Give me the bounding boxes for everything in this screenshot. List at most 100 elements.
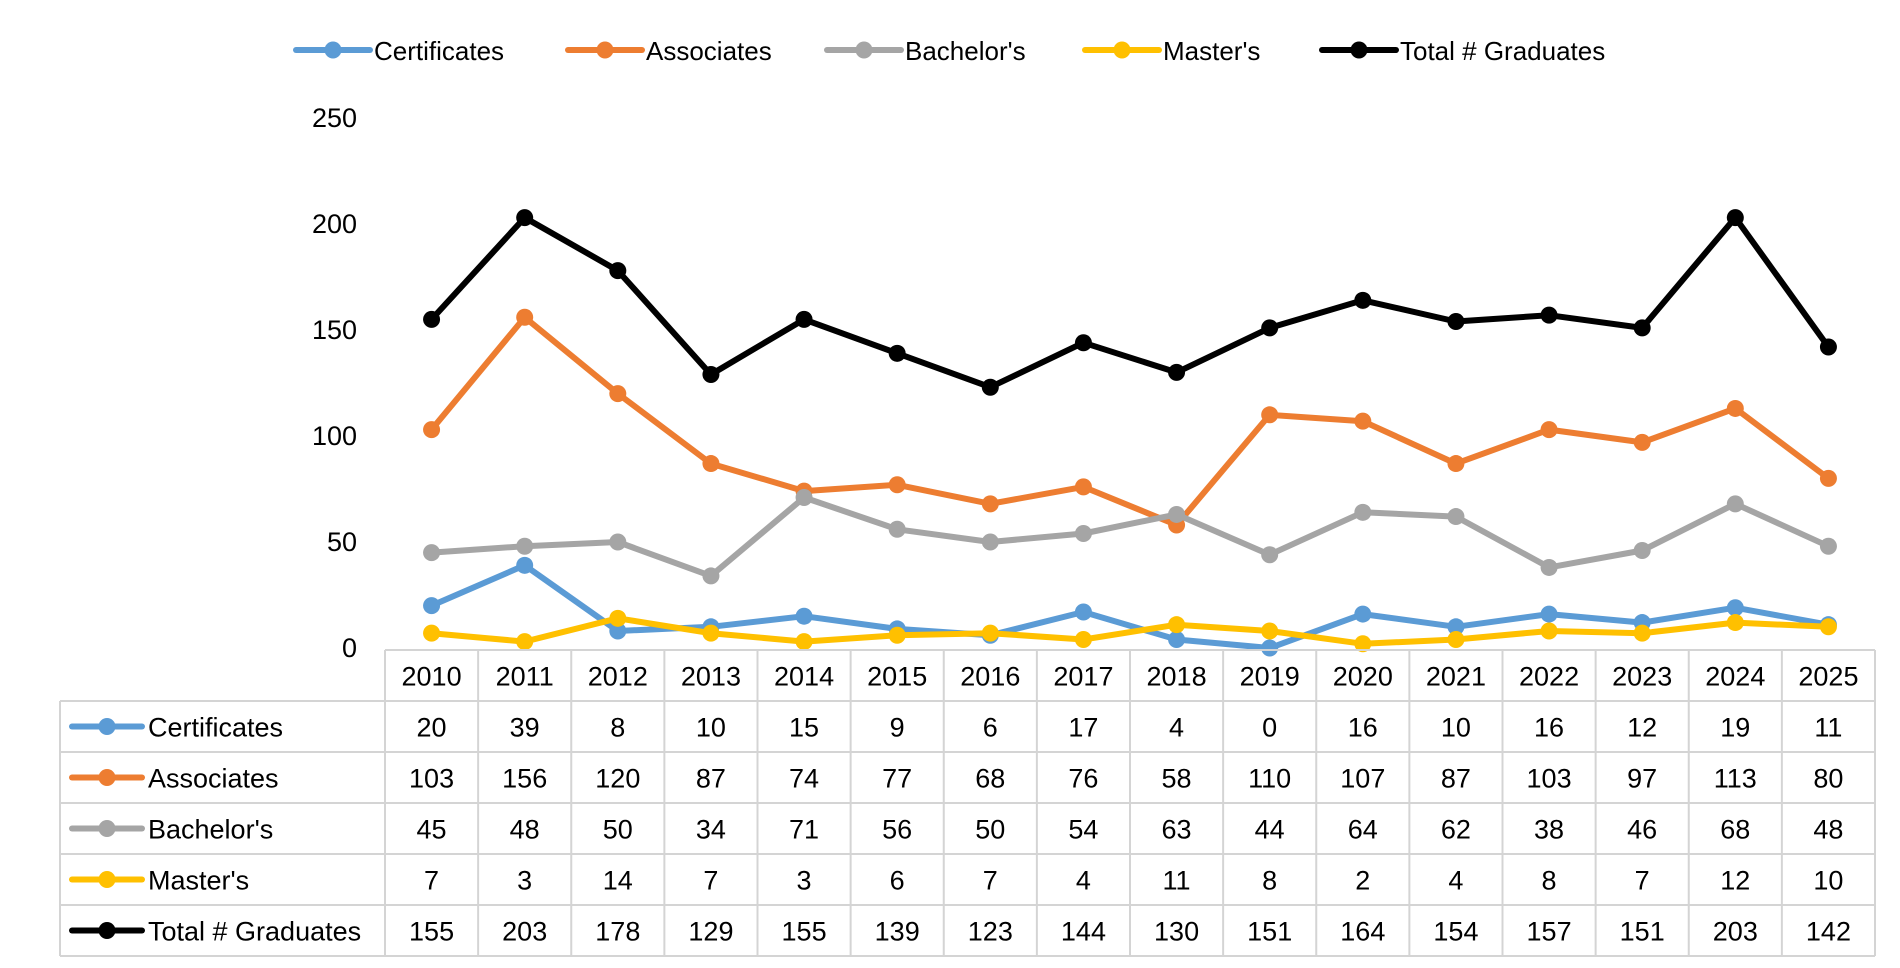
- y-tick-label: 50: [327, 527, 357, 557]
- table-cell: 76: [1068, 764, 1098, 794]
- legend-swatch-marker: [324, 41, 342, 59]
- table-row-bachelor-s: Bachelor's 45 48 50 34 71 56 50 54 63 44 64 62 38 46 68…: [69, 815, 1843, 845]
- series-line-master-s: [428, 615, 1832, 647]
- table-cell: 8: [1262, 866, 1277, 896]
- data-table: 2010 2011 2012 2013 2014 2015 2016 2017 2018 2019…: [59, 649, 1876, 957]
- y-tick-label: 100: [312, 421, 357, 451]
- data-point-total-graduates-2021: [1447, 313, 1465, 331]
- legend-label: Bachelor's: [905, 36, 1026, 66]
- table-cell: 48: [510, 815, 540, 845]
- x-category-label-2012: 2012: [588, 662, 648, 692]
- data-point-associates-2025: [1819, 469, 1837, 487]
- table-cell: 178: [595, 917, 640, 947]
- x-category-label-2019: 2019: [1240, 662, 1300, 692]
- data-point-bachelor-s-2023: [1633, 541, 1651, 559]
- data-point-master-s-2013: [702, 624, 720, 642]
- table-cell: 157: [1527, 917, 1572, 947]
- data-point-bachelor-s-2020: [1354, 503, 1372, 521]
- table-row-label: Master's: [148, 866, 249, 896]
- series-line-bachelor-s: [428, 494, 1832, 579]
- table-cell: 54: [1068, 815, 1098, 845]
- table-cell: 15: [789, 713, 819, 743]
- legend-item-bachelor-s: Bachelor's: [824, 36, 1026, 66]
- table-cell: 123: [968, 917, 1013, 947]
- data-point-bachelor-s-2017: [1074, 525, 1092, 543]
- table-cell: 38: [1534, 815, 1564, 845]
- table-cell: 2: [1355, 866, 1370, 896]
- data-point-total-graduates-2011: [516, 209, 534, 227]
- table-cell: 12: [1720, 866, 1750, 896]
- x-category-label-2017: 2017: [1053, 662, 1113, 692]
- data-point-total-graduates-2016: [981, 378, 999, 396]
- data-point-master-s-2023: [1633, 624, 1651, 642]
- table-cell: 45: [417, 815, 447, 845]
- table-cell: 8: [610, 713, 625, 743]
- table-cell: 151: [1620, 917, 1665, 947]
- y-tick-label: 250: [312, 103, 357, 133]
- data-point-total-graduates-2014: [795, 310, 813, 328]
- table-row-certificates: Certificates 20 39 8 10 15 9 6 17 4 0 16 10 16 12 19 11: [69, 713, 1842, 743]
- legend-swatch-marker: [1113, 41, 1131, 59]
- data-point-bachelor-s-2022: [1540, 558, 1558, 576]
- data-point-certificates-2019: [1261, 639, 1279, 657]
- data-point-bachelor-s-2019: [1261, 546, 1279, 564]
- table-row-legend-marker: [98, 922, 116, 939]
- data-point-total-graduates-2018: [1168, 363, 1186, 381]
- legend: Certificates Associates Bachelor's Master's…: [293, 36, 1605, 66]
- table-cell: 46: [1627, 815, 1657, 845]
- x-category-label-2020: 2020: [1333, 662, 1393, 692]
- data-point-master-s-2014: [795, 633, 813, 651]
- table-cell: 77: [882, 764, 912, 794]
- table-cell: 6: [983, 713, 998, 743]
- data-point-bachelor-s-2010: [423, 544, 441, 562]
- table-cell: 10: [1441, 713, 1471, 743]
- data-point-total-graduates-2015: [888, 344, 906, 362]
- data-point-associates-2017: [1074, 478, 1092, 496]
- table-cell: 12: [1627, 713, 1657, 743]
- data-point-total-graduates-2022: [1540, 306, 1558, 324]
- series-line-certificates: [428, 562, 1832, 651]
- data-point-total-graduates-2012: [609, 262, 627, 280]
- data-point-master-s-2022: [1540, 622, 1558, 640]
- data-point-total-graduates-2025: [1819, 338, 1837, 356]
- table-cell: 154: [1433, 917, 1478, 947]
- table-cell: 68: [975, 764, 1005, 794]
- table-cell: 144: [1061, 917, 1106, 947]
- data-point-bachelor-s-2014: [795, 488, 813, 506]
- x-category-label-2021: 2021: [1426, 662, 1486, 692]
- data-point-master-s-2021: [1447, 631, 1465, 649]
- x-category-label-2025: 2025: [1798, 662, 1858, 692]
- table-cell: 14: [603, 866, 633, 896]
- data-point-bachelor-s-2024: [1726, 495, 1744, 513]
- y-tick-label: 0: [342, 633, 357, 663]
- table-cell: 44: [1255, 815, 1285, 845]
- data-point-certificates-2010: [423, 597, 441, 615]
- table-cell: 139: [875, 917, 920, 947]
- data-point-master-s-2015: [888, 626, 906, 644]
- data-point-master-s-2025: [1819, 618, 1837, 636]
- table-row-label: Certificates: [148, 713, 283, 743]
- legend-label: Total # Graduates: [1400, 36, 1605, 66]
- data-point-certificates-2014: [795, 607, 813, 625]
- data-point-associates-2016: [981, 495, 999, 513]
- series-total-graduates: [423, 209, 1837, 396]
- table-cell: 19: [1720, 713, 1750, 743]
- table-cell: 3: [517, 866, 532, 896]
- table-cell: 129: [688, 917, 733, 947]
- table-cell: 155: [782, 917, 827, 947]
- table-cell: 9: [890, 713, 905, 743]
- table-cell: 80: [1813, 764, 1843, 794]
- x-category-label-2010: 2010: [402, 662, 462, 692]
- table-row-associates: Associates 103 156 120 87 74 77 68 76 58 110 107 87 1…: [69, 764, 1843, 794]
- table-cell: 3: [797, 866, 812, 896]
- table-cell: 103: [409, 764, 454, 794]
- table-row-legend-marker: [98, 769, 116, 786]
- x-category-label-2015: 2015: [867, 662, 927, 692]
- data-point-total-graduates-2024: [1726, 209, 1744, 227]
- table-cell: 64: [1348, 815, 1378, 845]
- data-point-certificates-2024: [1726, 599, 1744, 617]
- data-point-master-s-2017: [1074, 631, 1092, 649]
- legend-swatch-marker: [596, 41, 614, 59]
- legend-item-certificates: Certificates: [293, 36, 504, 66]
- table-cell: 11: [1163, 866, 1191, 896]
